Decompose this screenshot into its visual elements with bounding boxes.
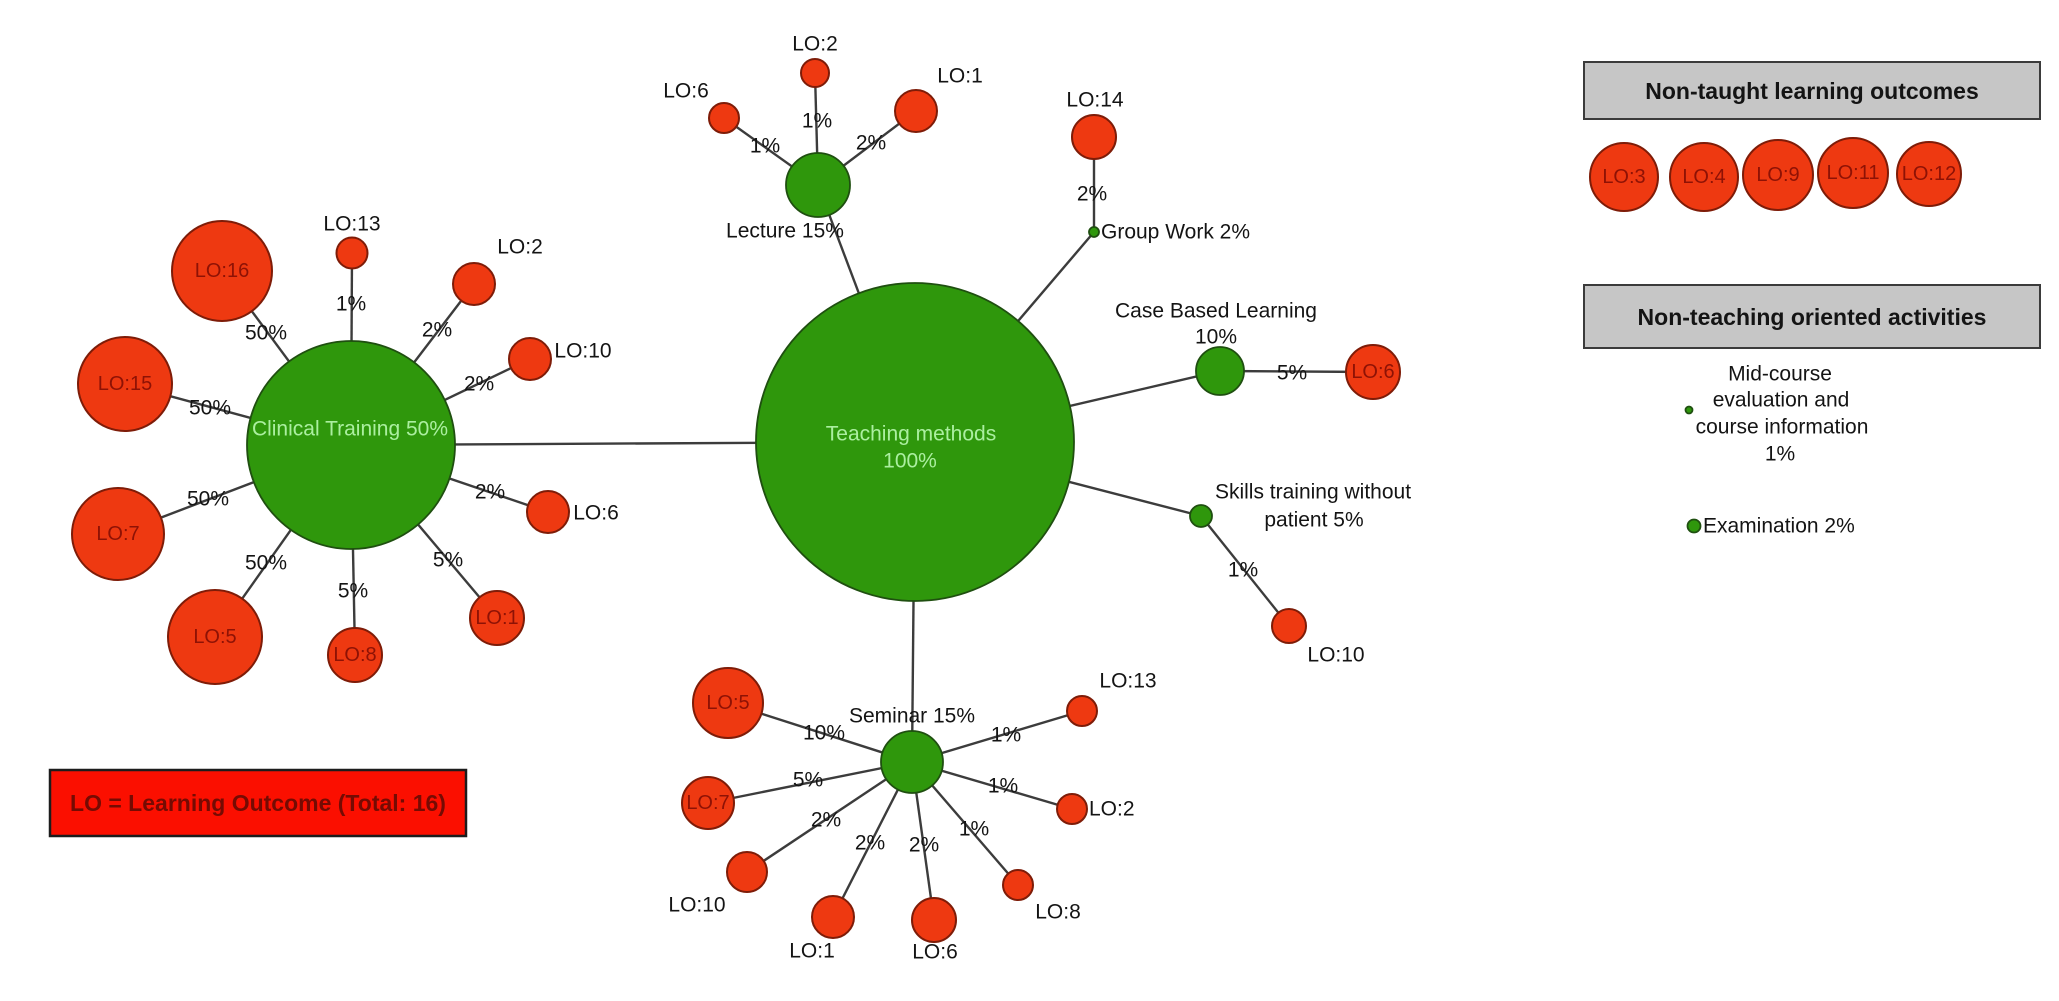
svg-text:2%: 2% bbox=[909, 834, 939, 857]
svg-text:LO:13: LO:13 bbox=[1099, 670, 1156, 693]
svg-text:Clinical Training 50%: Clinical Training 50% bbox=[252, 418, 448, 441]
svg-text:LO:11: LO:11 bbox=[1827, 162, 1880, 184]
svg-text:LO:9: LO:9 bbox=[1756, 164, 1799, 186]
svg-text:evaluation and: evaluation and bbox=[1713, 389, 1850, 412]
svg-text:10%: 10% bbox=[803, 722, 845, 745]
svg-text:50%: 50% bbox=[187, 488, 229, 511]
svg-text:2%: 2% bbox=[475, 481, 505, 504]
svg-text:Non-taught learning outcomes: Non-taught learning outcomes bbox=[1645, 78, 1979, 104]
svg-text:1%: 1% bbox=[336, 293, 366, 316]
svg-text:LO:10: LO:10 bbox=[668, 894, 725, 917]
svg-text:1%: 1% bbox=[988, 775, 1018, 798]
svg-text:Mid-course: Mid-course bbox=[1728, 363, 1832, 386]
svg-text:LO:7: LO:7 bbox=[96, 523, 139, 545]
svg-text:50%: 50% bbox=[189, 397, 231, 420]
svg-text:1%: 1% bbox=[1228, 559, 1258, 582]
svg-text:LO:5: LO:5 bbox=[706, 692, 749, 714]
svg-text:LO:4: LO:4 bbox=[1682, 166, 1725, 188]
svg-text:5%: 5% bbox=[433, 549, 463, 572]
svg-text:50%: 50% bbox=[245, 552, 287, 575]
svg-text:LO:14: LO:14 bbox=[1066, 89, 1124, 112]
svg-text:Examination 2%: Examination 2% bbox=[1703, 515, 1855, 538]
svg-text:LO:13: LO:13 bbox=[323, 213, 380, 236]
svg-text:LO:3: LO:3 bbox=[1602, 166, 1645, 188]
svg-text:LO:1: LO:1 bbox=[789, 940, 835, 963]
svg-text:LO:8: LO:8 bbox=[1035, 901, 1081, 924]
svg-text:LO:6: LO:6 bbox=[1351, 361, 1394, 383]
svg-text:2%: 2% bbox=[811, 809, 841, 832]
svg-text:LO:15: LO:15 bbox=[98, 373, 152, 395]
svg-text:5%: 5% bbox=[1277, 362, 1307, 385]
svg-text:LO:10: LO:10 bbox=[554, 340, 611, 363]
svg-text:10%: 10% bbox=[1195, 326, 1237, 349]
svg-text:Seminar 15%: Seminar 15% bbox=[849, 705, 975, 728]
svg-text:LO:8: LO:8 bbox=[333, 644, 376, 666]
svg-text:LO:16: LO:16 bbox=[195, 260, 249, 282]
svg-text:Teaching methods: Teaching methods bbox=[826, 423, 996, 446]
svg-text:course information: course information bbox=[1696, 416, 1869, 439]
svg-text:1%: 1% bbox=[959, 818, 989, 841]
svg-text:LO:1: LO:1 bbox=[475, 607, 518, 629]
svg-text:2%: 2% bbox=[1077, 183, 1107, 206]
svg-text:LO:7: LO:7 bbox=[686, 792, 729, 814]
svg-text:LO:10: LO:10 bbox=[1307, 644, 1364, 667]
svg-text:1%: 1% bbox=[802, 110, 832, 133]
svg-text:LO:1: LO:1 bbox=[937, 65, 983, 88]
svg-text:LO:6: LO:6 bbox=[573, 502, 619, 525]
svg-text:1%: 1% bbox=[750, 135, 780, 158]
svg-text:Group Work 2%: Group Work 2% bbox=[1101, 221, 1250, 244]
svg-text:LO:2: LO:2 bbox=[497, 236, 543, 259]
svg-text:2%: 2% bbox=[422, 319, 452, 342]
svg-text:patient 5%: patient 5% bbox=[1264, 509, 1363, 532]
svg-text:2%: 2% bbox=[856, 132, 886, 155]
svg-text:2%: 2% bbox=[855, 832, 885, 855]
svg-text:5%: 5% bbox=[338, 580, 368, 603]
svg-text:LO:2: LO:2 bbox=[1089, 798, 1135, 821]
svg-text:LO:12: LO:12 bbox=[1902, 163, 1956, 185]
svg-text:LO:6: LO:6 bbox=[663, 80, 709, 103]
svg-text:LO:2: LO:2 bbox=[792, 33, 838, 56]
svg-text:1%: 1% bbox=[1765, 443, 1795, 466]
svg-text:5%: 5% bbox=[793, 769, 823, 792]
svg-text:Case Based Learning: Case Based Learning bbox=[1115, 300, 1317, 323]
svg-text:Lecture 15%: Lecture 15% bbox=[726, 220, 844, 243]
svg-text:2%: 2% bbox=[464, 373, 494, 396]
svg-text:Skills training without: Skills training without bbox=[1215, 481, 1411, 504]
svg-text:100%: 100% bbox=[883, 450, 937, 473]
svg-text:1%: 1% bbox=[991, 724, 1021, 747]
svg-text:50%: 50% bbox=[245, 322, 287, 345]
svg-text:LO = Learning Outcome (Total:: LO = Learning Outcome (Total: 16) bbox=[70, 790, 446, 816]
svg-text:LO:6: LO:6 bbox=[912, 941, 958, 964]
svg-text:LO:5: LO:5 bbox=[193, 626, 236, 648]
svg-text:Non-teaching oriented activiti: Non-teaching oriented activities bbox=[1638, 304, 1987, 330]
